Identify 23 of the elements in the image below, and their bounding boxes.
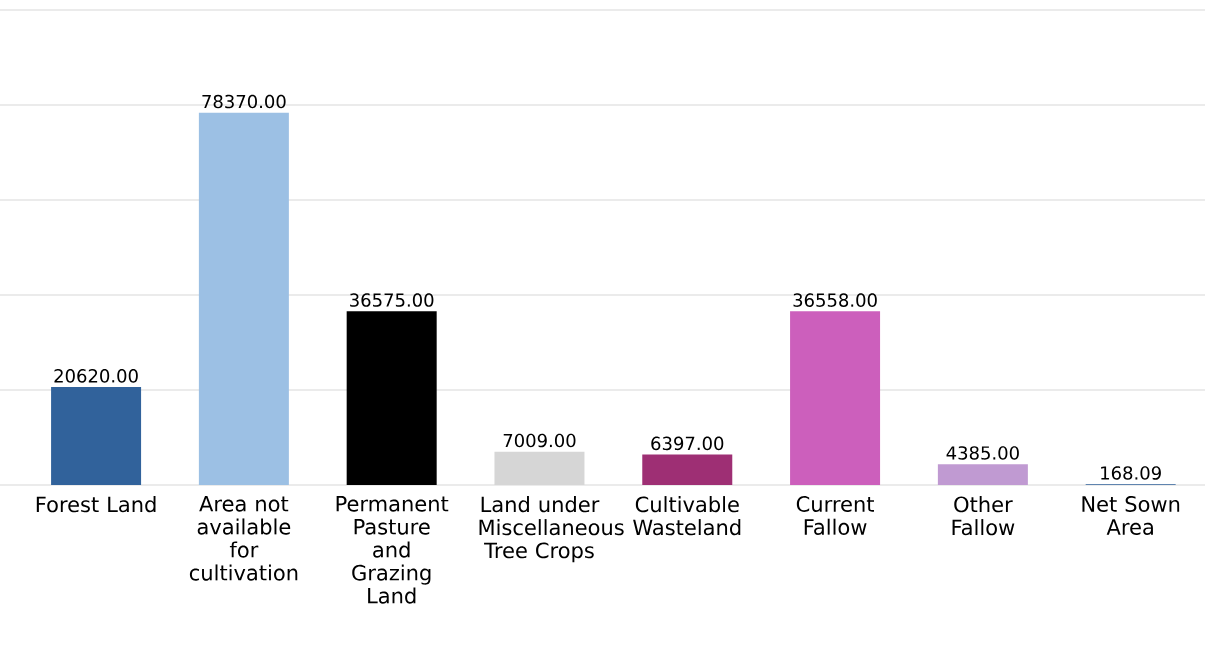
x-tick-label: Other Fallow <box>952 496 1015 536</box>
x-tick-label: Permanent Pasture and Grazing Land <box>336 496 449 604</box>
bar <box>642 454 733 485</box>
data-label: 36575.00 <box>350 293 434 307</box>
data-label: 20620.00 <box>54 369 138 383</box>
bar <box>494 451 585 485</box>
bar <box>51 387 142 485</box>
bar <box>346 311 437 485</box>
data-label: 6397.00 <box>651 436 724 451</box>
data-label: 36558.00 <box>793 293 877 307</box>
x-tick-label: Cultivable Wasteland <box>633 496 741 536</box>
x-tick-label: Forest Land <box>36 496 156 513</box>
bar <box>937 464 1028 485</box>
data-label: 4385.00 <box>946 446 1019 460</box>
x-tick-label: Net Sown Area <box>1082 496 1180 535</box>
data-label: 78370.00 <box>202 94 286 109</box>
bar <box>198 112 289 485</box>
x-tick-label: Land under Miscellaneous Tree Crops <box>479 496 624 563</box>
bar <box>790 311 881 485</box>
data-label: 168.09 <box>1101 466 1161 480</box>
x-tick-label: Current Fallow <box>796 496 874 535</box>
x-tick-label: Area not available for cultivation <box>189 496 298 581</box>
data-label: 7009.00 <box>503 433 576 448</box>
